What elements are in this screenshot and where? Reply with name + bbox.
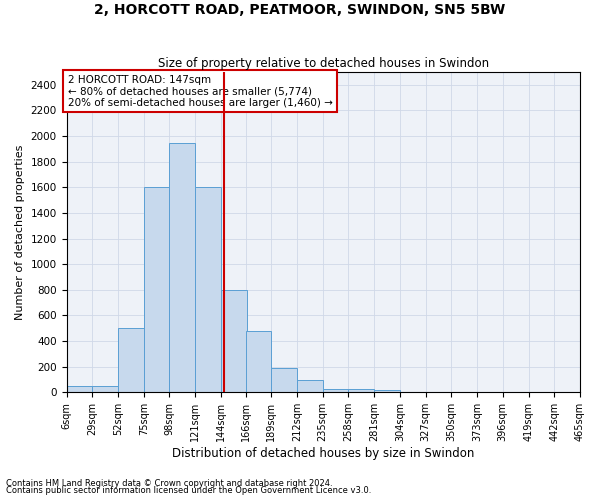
Bar [245, 331, 271, 392]
Bar [169, 142, 195, 392]
Title: Size of property relative to detached houses in Swindon: Size of property relative to detached ho… [158, 56, 489, 70]
Text: 2, HORCOTT ROAD, PEATMOOR, SWINDON, SN5 5BW: 2, HORCOTT ROAD, PEATMOOR, SWINDON, SN5 … [94, 2, 506, 16]
Bar [144, 188, 169, 392]
Bar [67, 386, 92, 392]
Bar [271, 368, 297, 392]
Text: Contains HM Land Registry data © Crown copyright and database right 2024.: Contains HM Land Registry data © Crown c… [6, 478, 332, 488]
X-axis label: Distribution of detached houses by size in Swindon: Distribution of detached houses by size … [172, 447, 475, 460]
Bar [118, 328, 144, 392]
Bar [349, 388, 374, 392]
Text: Contains public sector information licensed under the Open Government Licence v3: Contains public sector information licen… [6, 486, 371, 495]
Bar [374, 390, 400, 392]
Text: 2 HORCOTT ROAD: 147sqm
← 80% of detached houses are smaller (5,774)
20% of semi-: 2 HORCOTT ROAD: 147sqm ← 80% of detached… [68, 74, 332, 108]
Bar [195, 188, 221, 392]
Bar [323, 388, 349, 392]
Bar [221, 290, 247, 392]
Bar [297, 380, 323, 392]
Y-axis label: Number of detached properties: Number of detached properties [15, 144, 25, 320]
Bar [92, 386, 118, 392]
